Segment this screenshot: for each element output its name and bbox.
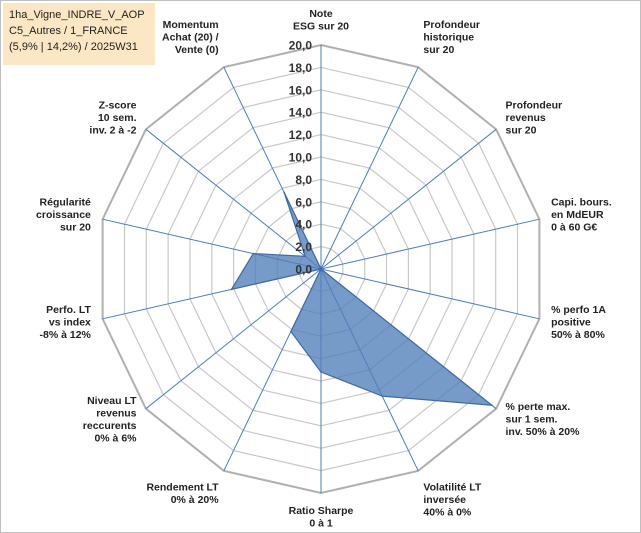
- axis-label: Momentum Achat (20) / Vente (0): [162, 19, 219, 56]
- axis-label-line: revenus: [506, 112, 546, 124]
- data-point: [491, 404, 493, 407]
- axis-label-line: inversée: [423, 494, 466, 506]
- tick-label: 8,0: [295, 173, 312, 187]
- spoke-line: [145, 128, 322, 270]
- axis-label-line: Niveau LT: [87, 395, 137, 407]
- axis-label-line: Vente (0): [175, 44, 219, 56]
- axis-label-line: Rendement LT: [146, 482, 219, 494]
- axis-label-line: 10 sem.: [98, 112, 137, 124]
- axis-label: Profondeur revenus sur 20: [506, 99, 563, 136]
- axis-label: Rendement LT 0% à 20%: [146, 482, 219, 507]
- axis-label-line: % perte max.: [506, 401, 571, 413]
- title-line-1: 1ha_Vigne_INDRE_V_AOP: [9, 9, 145, 21]
- axis-label-line: 0 à 60 G€: [551, 221, 597, 233]
- tick-label: 12,0: [289, 128, 313, 142]
- tick-label: 20,0: [289, 39, 313, 53]
- tick-label: 4,0: [295, 218, 312, 232]
- axis-label: Perfo. LT vs index -8% à 12%: [40, 304, 92, 341]
- axis-label-line: sur 20: [60, 221, 91, 233]
- axis-label-line: 0 à 1: [309, 518, 333, 530]
- axis-label-line: reccurents: [83, 420, 137, 432]
- axis-label-line: Z-score: [99, 99, 137, 111]
- axis-label: Ratio Sharpe 0 à 1: [289, 505, 354, 530]
- data-point: [252, 252, 255, 255]
- tick-label: 10,0: [289, 151, 313, 165]
- axis-label: Régularité croissance sur 20: [36, 196, 91, 233]
- axis-label-line: 0% à 6%: [94, 432, 137, 444]
- chart-title-box: 1ha_Vigne_INDRE_V_AOP C5_Autres / 1_FRAN…: [3, 3, 155, 65]
- spoke-line: [320, 268, 540, 320]
- axis-label: Profondeur historique sur 20: [423, 19, 480, 56]
- axis-label-line: Note: [309, 8, 332, 20]
- axis-label: Z-score 10 sem. inv. 2 à -2: [89, 99, 136, 136]
- axis-label-line: 40% à 0%: [423, 507, 472, 519]
- data-point: [290, 330, 292, 333]
- axis-label: Note ESG sur 20: [293, 8, 349, 33]
- axis-label-line: Momentum: [163, 19, 219, 31]
- axis-label: Niveau LT revenus reccurents 0% à 6%: [83, 395, 137, 445]
- axis-label-line: Profondeur: [423, 19, 480, 31]
- data-point: [381, 395, 384, 397]
- axis-label-line: Volatilité LT: [423, 482, 482, 494]
- spoke-line: [320, 128, 497, 270]
- axis-label-line: 0% à 20%: [171, 494, 220, 506]
- axis-label-line: % perfo 1A: [551, 304, 606, 316]
- spoke-line: [145, 268, 322, 410]
- axis-label-line: inv. 50% à 20%: [506, 426, 581, 438]
- axis-label: Volatilité LT inversée 40% à 0%: [423, 482, 482, 519]
- series-points: [230, 191, 493, 407]
- axis-label-line: ESG sur 20: [293, 21, 349, 33]
- tick-label: 18,0: [289, 61, 313, 75]
- title-line-2: C5_Autres / 1_FRANCE: [9, 25, 128, 37]
- spoke-line: [320, 66, 419, 270]
- title-line-3: (5,9% | 14,2%) / 2025W31: [9, 41, 138, 53]
- axis-label-line: Profondeur: [506, 99, 563, 111]
- axis-label: % perte max. sur 1 sem. inv. 50% à 20%: [506, 401, 581, 438]
- axis-label: % perfo 1A positive 50% à 80%: [551, 304, 606, 341]
- axis-label-line: Capi. bours.: [551, 196, 612, 208]
- axis-label-line: vs index: [49, 317, 91, 329]
- axis-label-line: 50% à 80%: [551, 329, 605, 341]
- axis-labels: Note ESG sur 20 Profondeur historique sur 20…: [36, 8, 612, 530]
- data-point: [320, 371, 322, 373]
- axis-label-line: en MdEUR: [551, 209, 604, 221]
- axis-label-line: positive: [551, 317, 591, 329]
- axis-label-line: sur 1 sem.: [506, 414, 558, 426]
- axis-label-line: inv. 2 à -2: [89, 124, 136, 136]
- data-point: [283, 191, 285, 194]
- axis-label-line: revenus: [96, 407, 136, 419]
- data-point: [230, 288, 233, 291]
- axis-label: Capi. bours. en MdEUR 0 à 60 G€: [551, 196, 612, 233]
- spoke-line: [320, 218, 540, 270]
- axis-label-line: Ratio Sharpe: [289, 505, 354, 517]
- data-point: [320, 268, 322, 270]
- axis-label-line: sur 20: [423, 44, 454, 56]
- tick-label: 0,0: [295, 263, 312, 277]
- tick-label: 14,0: [289, 106, 313, 120]
- axis-label-line: sur 20: [506, 124, 537, 136]
- spokes: [102, 45, 540, 493]
- axis-label-line: historique: [423, 31, 474, 43]
- axis-label-line: Achat (20) /: [162, 31, 219, 43]
- axis-label-line: Régularité: [40, 196, 92, 208]
- axis-label-line: croissance: [36, 209, 91, 221]
- axis-label-line: Perfo. LT: [46, 304, 91, 316]
- tick-label: 16,0: [289, 83, 313, 97]
- data-point: [304, 255, 307, 258]
- tick-label: 2,0: [295, 240, 312, 254]
- tick-labels: 0,0 2,0 4,0 6,0 8,0 10,0 12,0 14,0 16,0 18,0 20,0: [289, 39, 313, 277]
- axis-label-line: -8% à 12%: [40, 329, 92, 341]
- tick-label: 6,0: [295, 195, 312, 209]
